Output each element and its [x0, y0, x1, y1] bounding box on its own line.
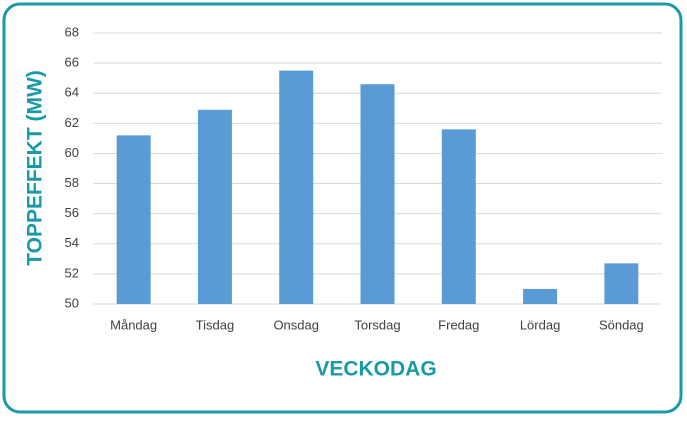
- x-tick-label: Söndag: [599, 317, 644, 332]
- bar: [360, 84, 395, 304]
- bar: [441, 129, 476, 304]
- y-tick-label: 62: [65, 115, 79, 130]
- y-tick-label: 56: [65, 205, 79, 220]
- y-tick-label: 64: [65, 85, 79, 100]
- y-tick-label: 68: [65, 24, 79, 39]
- bar: [279, 70, 314, 304]
- y-tick-label: 50: [65, 295, 79, 310]
- x-tick-label: Torsdag: [354, 317, 400, 332]
- y-axis-title: TOPPEFFEKT (MW): [24, 70, 47, 266]
- bar: [197, 109, 232, 305]
- bar: [523, 288, 558, 304]
- y-tick-label: 52: [65, 265, 79, 280]
- x-tick-label: Lördag: [520, 317, 560, 332]
- x-tick-label: Onsdag: [273, 317, 319, 332]
- y-tick-label: 66: [65, 55, 79, 70]
- x-tick-label: Fredag: [438, 317, 479, 332]
- x-tick-label: Tisdag: [196, 317, 235, 332]
- x-axis-title: VECKODAG: [315, 358, 436, 381]
- bar: [116, 135, 151, 304]
- y-tick-label: 54: [65, 235, 79, 250]
- frame: [2, 2, 683, 414]
- y-tick-label: 58: [65, 175, 79, 190]
- x-tick-label: Måndag: [110, 317, 157, 332]
- bar: [604, 263, 639, 304]
- y-tick-label: 60: [65, 145, 79, 160]
